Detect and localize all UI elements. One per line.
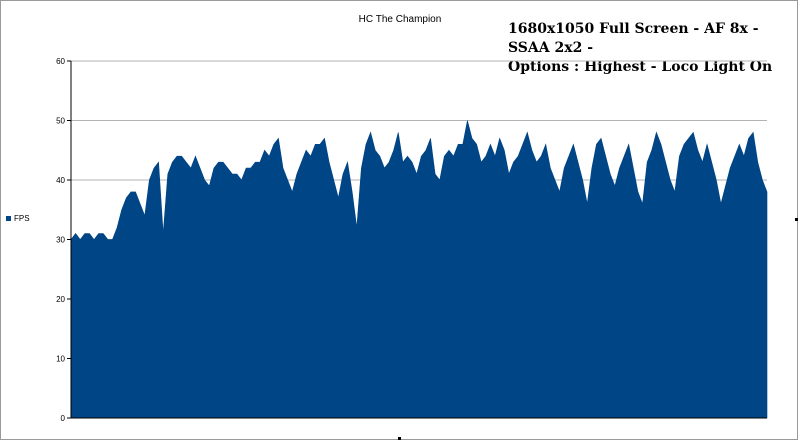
bottom-edge-tick: [398, 437, 401, 440]
fps-series-area: [70, 120, 768, 419]
y-tick-label-20: 20: [56, 295, 65, 304]
legend-swatch: [6, 216, 11, 221]
legend-label: FPS: [14, 214, 30, 223]
y-tick-labels: 0 10 20 30 40 50 60: [56, 57, 65, 423]
legend: FPS: [6, 214, 30, 223]
y-tick-label-10: 10: [56, 355, 65, 364]
right-edge-tick: [795, 218, 798, 221]
y-tick-label-50: 50: [56, 117, 65, 126]
y-tick-label-40: 40: [56, 176, 65, 185]
y-tick-label-60: 60: [56, 57, 65, 66]
settings-annotation: 1680x1050 Full Screen - AF 8x - SSAA 2x2…: [508, 21, 773, 75]
axes: [70, 61, 767, 419]
fps-area: [70, 120, 768, 419]
y-tick-label-30: 30: [56, 236, 65, 245]
y-tick-label-0: 0: [61, 414, 66, 423]
chart-title: HC The Champion: [358, 14, 442, 25]
